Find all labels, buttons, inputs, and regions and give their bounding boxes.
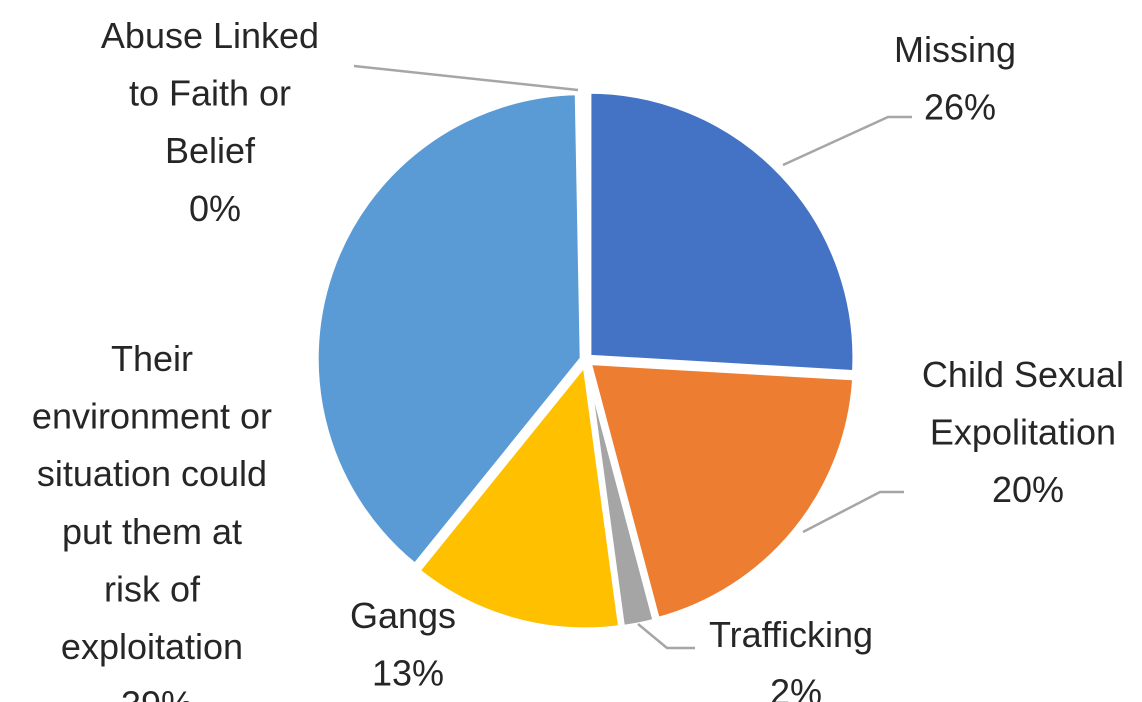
label-their-environment-line1: Their — [111, 338, 193, 379]
label-child-sexual-expolitation-line1: Child Sexual — [922, 354, 1124, 395]
label-their-environment: Their environment or situation could put… — [32, 338, 282, 702]
label-gangs: Gangs 13% — [350, 595, 466, 694]
leader-line-missing — [782, 115, 912, 167]
label-trafficking: Trafficking 2% — [709, 614, 883, 702]
label-their-environment-line6: exploitation — [61, 626, 243, 667]
label-abuse-linked-line3: Belief — [165, 130, 256, 171]
leader-line-trafficking — [637, 623, 695, 650]
label-child-sexual-expolitation-line2: Expolitation — [930, 412, 1116, 453]
label-their-environment-line5: risk of — [104, 568, 201, 609]
pie-slices — [313, 87, 858, 633]
label-child-sexual-expolitation: Child Sexual Expolitation 20% — [922, 354, 1134, 510]
pie-slice-gangs — [415, 361, 624, 633]
leader-line-abuse-linked — [353, 64, 579, 92]
label-their-environment-line3: situation could — [37, 453, 267, 494]
pie-slice-child-sexual-expolitation — [586, 360, 858, 623]
label-abuse-linked-line2: to Faith or — [129, 73, 291, 114]
pie-slice-abuse-linked-to — [578, 87, 589, 359]
pie-slice-missing — [586, 88, 858, 376]
label-their-environment-line2: environment or — [32, 396, 272, 437]
label-abuse-linked-to-faith: Abuse Linked to Faith or Belief 0% — [101, 15, 329, 229]
pie-slice-their-environment-or — [313, 90, 585, 569]
leader-lines — [353, 64, 912, 650]
label-their-environment-line4: put them at — [62, 511, 242, 552]
leader-line-child-sexual-expolitation — [802, 490, 904, 534]
label-missing: Missing 26% — [894, 29, 1026, 128]
label-abuse-linked-line1: Abuse Linked — [101, 15, 319, 56]
